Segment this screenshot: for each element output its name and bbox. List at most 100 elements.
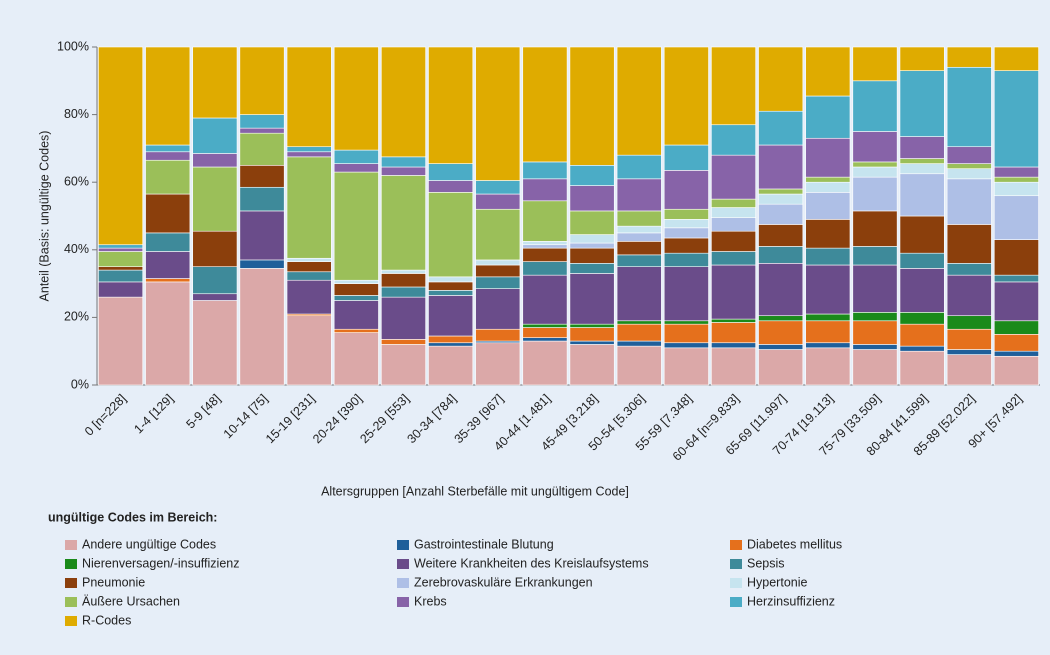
bar-segment [711, 251, 756, 266]
bar-segment [852, 80, 898, 132]
bar-segment [569, 46, 615, 166]
bar-segment [286, 156, 332, 259]
bar-segment [993, 166, 1039, 178]
legend-swatch [730, 597, 742, 607]
bar-segment [522, 274, 568, 325]
bar-segment [946, 46, 992, 68]
bar-segment [663, 208, 709, 220]
bar-segment [475, 328, 521, 342]
bar-segment [946, 349, 992, 355]
legend-label: R-Codes [82, 613, 131, 627]
bar-segment [758, 193, 804, 205]
bar-segment [899, 136, 945, 159]
bar-segment [663, 323, 709, 344]
bar-segment [805, 247, 851, 266]
bar-segment [239, 268, 285, 386]
bar-segment [663, 237, 709, 254]
bar-segment [852, 131, 898, 163]
bar-segment [569, 247, 615, 264]
bar-segment [852, 166, 898, 178]
bar-segment [616, 254, 662, 267]
bar-segment [711, 124, 756, 156]
bar-segment [522, 327, 568, 338]
bar-segment [758, 246, 804, 264]
bar-segment [333, 332, 379, 386]
bar-segment [569, 210, 615, 235]
bar-segment [616, 340, 662, 347]
bar-segment [616, 320, 662, 325]
legend-label: Nierenversagen/-insuffizienz [82, 556, 240, 570]
bar-segment [145, 144, 191, 153]
bar-segment [946, 315, 992, 330]
bar-segment [192, 166, 238, 232]
legend-swatch [65, 559, 77, 569]
bar-segment [663, 144, 709, 171]
bar-segment [522, 244, 568, 249]
bar-segment [145, 193, 191, 234]
bar-segment [145, 281, 191, 386]
legend-label: Diabetes mellitus [747, 537, 842, 551]
bar-segment [381, 296, 426, 340]
bar-segment [381, 269, 426, 274]
legend-swatch [65, 578, 77, 588]
bar-segment [711, 154, 756, 200]
bar-segment [239, 46, 285, 115]
bar-segment [711, 230, 756, 252]
bar-segment [381, 156, 426, 168]
bar-segment [381, 273, 426, 288]
bar-segment [899, 268, 945, 313]
bar-segment [428, 192, 474, 278]
bar-segment [758, 349, 804, 386]
bar-segment [805, 181, 851, 193]
bar-segment [993, 355, 1039, 386]
bar-segment [946, 263, 992, 276]
bar-segment [758, 203, 804, 225]
bar-segment [192, 117, 238, 154]
bar-segment [381, 175, 426, 271]
bar-segment [993, 70, 1039, 168]
bar-segment [711, 322, 756, 344]
bar-segment [946, 224, 992, 264]
bar-segment [616, 266, 662, 322]
bar-segment [758, 344, 804, 350]
bar-segment [993, 195, 1039, 240]
bar-segment [333, 163, 379, 173]
bar-segment [98, 251, 144, 268]
legend-swatch [65, 540, 77, 550]
bar-segment [569, 344, 615, 386]
bar-segment [381, 166, 426, 176]
bar-segment [333, 300, 379, 330]
bar-segment [805, 313, 851, 322]
bar-segment [333, 283, 379, 296]
legend-swatch [397, 578, 409, 588]
bar-segment [758, 315, 804, 322]
bar-segment [192, 46, 238, 119]
bar-segment [663, 252, 709, 267]
bar-segment [239, 259, 285, 269]
legend-label: Andere ungültige Codes [82, 537, 216, 551]
bar-segment [711, 342, 756, 349]
legend-swatch [730, 578, 742, 588]
bar-segment [711, 318, 756, 323]
bar-segment [616, 345, 662, 386]
bar-segment [899, 252, 945, 269]
bar-segment [993, 181, 1039, 197]
bar-segment [852, 320, 898, 345]
bar-segment [899, 158, 945, 164]
bar-segment [616, 210, 662, 227]
bar-segment [98, 244, 144, 249]
bar-segment [946, 146, 992, 164]
bar-segment [192, 300, 238, 386]
bar-segment [758, 46, 804, 112]
bar-segment [192, 230, 238, 268]
bar-segment [805, 192, 851, 220]
bar-segment [286, 279, 332, 315]
bar-segment [145, 251, 191, 279]
bar-segment [852, 176, 898, 212]
y-tick-label: 100% [57, 39, 89, 53]
bar-segment [286, 46, 332, 148]
bar-segment [663, 320, 709, 325]
bar-segment [616, 241, 662, 256]
bar-segment [333, 46, 379, 151]
